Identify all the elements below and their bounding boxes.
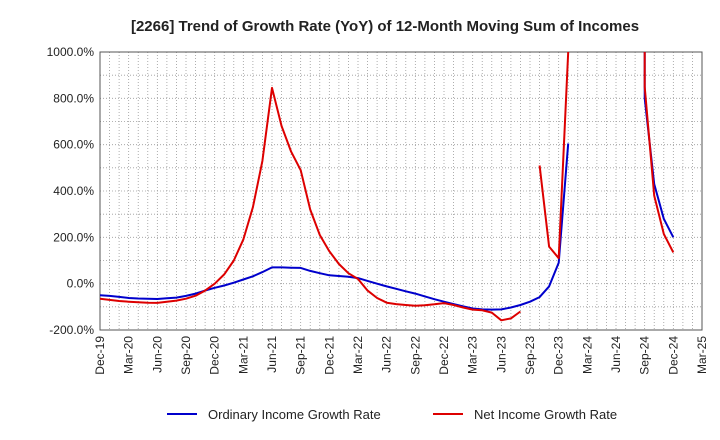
x-tick-label: Dec-19	[93, 336, 107, 375]
y-tick-label: -200.0%	[49, 323, 94, 337]
x-tick-label: Sep-20	[179, 336, 193, 375]
legend-label-2: Net Income Growth Rate	[474, 407, 617, 422]
x-tick-label: Mar-24	[580, 336, 594, 374]
series-line-2	[100, 52, 675, 322]
x-tick-label: Sep-22	[408, 336, 422, 375]
y-tick-label: 0.0%	[67, 277, 95, 291]
series-layer	[100, 52, 675, 322]
grid	[99, 51, 703, 331]
x-tick-label: Jun-20	[150, 336, 164, 373]
x-tick-label: Mar-21	[236, 336, 250, 374]
x-tick-label: Jun-21	[265, 336, 279, 373]
x-tick-label: Mar-20	[122, 336, 136, 374]
legend-label-1: Ordinary Income Growth Rate	[208, 407, 381, 422]
x-tick-label: Jun-22	[380, 336, 394, 373]
series-line-1	[100, 52, 675, 311]
y-tick-label: 800.0%	[53, 91, 94, 105]
x-tick-label: Mar-22	[351, 336, 365, 374]
x-tick-label: Mar-23	[466, 336, 480, 374]
x-tick-label: Sep-24	[638, 336, 652, 375]
y-tick-label: 400.0%	[53, 184, 94, 198]
x-tick-label: Dec-24	[666, 336, 680, 375]
plot-frame	[99, 51, 703, 331]
chart-title: [2266] Trend of Growth Rate (YoY) of 12-…	[131, 18, 639, 35]
x-tick-label: Sep-21	[294, 336, 308, 375]
y-tick-label: 200.0%	[53, 230, 94, 244]
x-tick-label: Jun-24	[609, 336, 623, 373]
x-tick-label: Sep-23	[523, 336, 537, 375]
axes: -200.0% 0.0% 200.0% 400.0% 600.0% 800.0% 1000.…	[47, 45, 709, 375]
x-tick-label: Dec-22	[437, 336, 451, 375]
x-tick-label: Dec-20	[208, 336, 222, 375]
x-tick-label: Mar-25	[695, 336, 709, 374]
legend: Ordinary Income Growth Rate Net Income Gr…	[167, 407, 617, 422]
y-tick-label: 1000.0%	[47, 45, 95, 59]
x-tick-label: Jun-23	[494, 336, 508, 373]
x-tick-label: Dec-21	[322, 336, 336, 375]
y-tick-label: 600.0%	[53, 138, 94, 152]
x-tick-label: Dec-23	[552, 336, 566, 375]
